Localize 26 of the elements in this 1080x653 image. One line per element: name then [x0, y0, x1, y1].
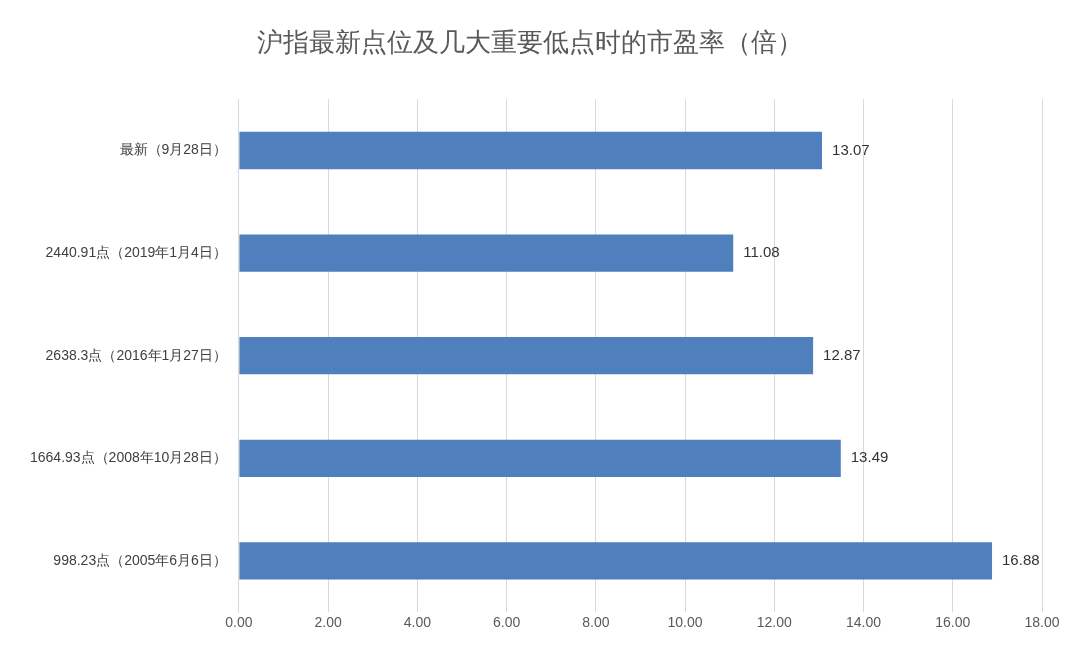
x-tick-label: 14.00: [846, 614, 882, 631]
bar: [239, 131, 823, 170]
bar: [239, 337, 814, 375]
data-label: 16.88: [1002, 551, 1040, 569]
x-tick-label: 6.00: [492, 614, 521, 631]
x-tick-label: 12.00: [756, 614, 793, 631]
x-tick-label: 8.00: [582, 614, 610, 631]
y-tick-label: 最新（9月28日）: [119, 141, 227, 158]
x-tick-label: 16.00: [935, 614, 971, 631]
bar: [239, 542, 993, 580]
y-tick-label: 998.23点（2005年6月6日）: [53, 551, 227, 568]
data-label: 11.08: [743, 243, 780, 261]
y-tick-label: 2638.3点（2016年1月27日）: [45, 346, 227, 363]
x-tick-label: 18.00: [1024, 614, 1060, 631]
y-tick-label: 1664.93点（2008年10月28日）: [29, 449, 227, 466]
y-tick-label: 2440.91点（2019年1月4日）: [45, 243, 227, 260]
chart-title: 沪指最新点位及几大重要低点时的市盈率（倍）: [257, 26, 803, 57]
data-label: 13.07: [832, 140, 870, 158]
data-label: 13.49: [850, 448, 889, 466]
bar: [239, 439, 841, 477]
x-tick-label: 2.00: [314, 614, 342, 631]
x-tick-label: 4.00: [403, 614, 432, 631]
data-label: 12.87: [823, 345, 861, 363]
x-tick-label: 10.00: [667, 614, 703, 631]
bar: [239, 234, 734, 272]
x-tick-label: 0.00: [225, 614, 253, 631]
